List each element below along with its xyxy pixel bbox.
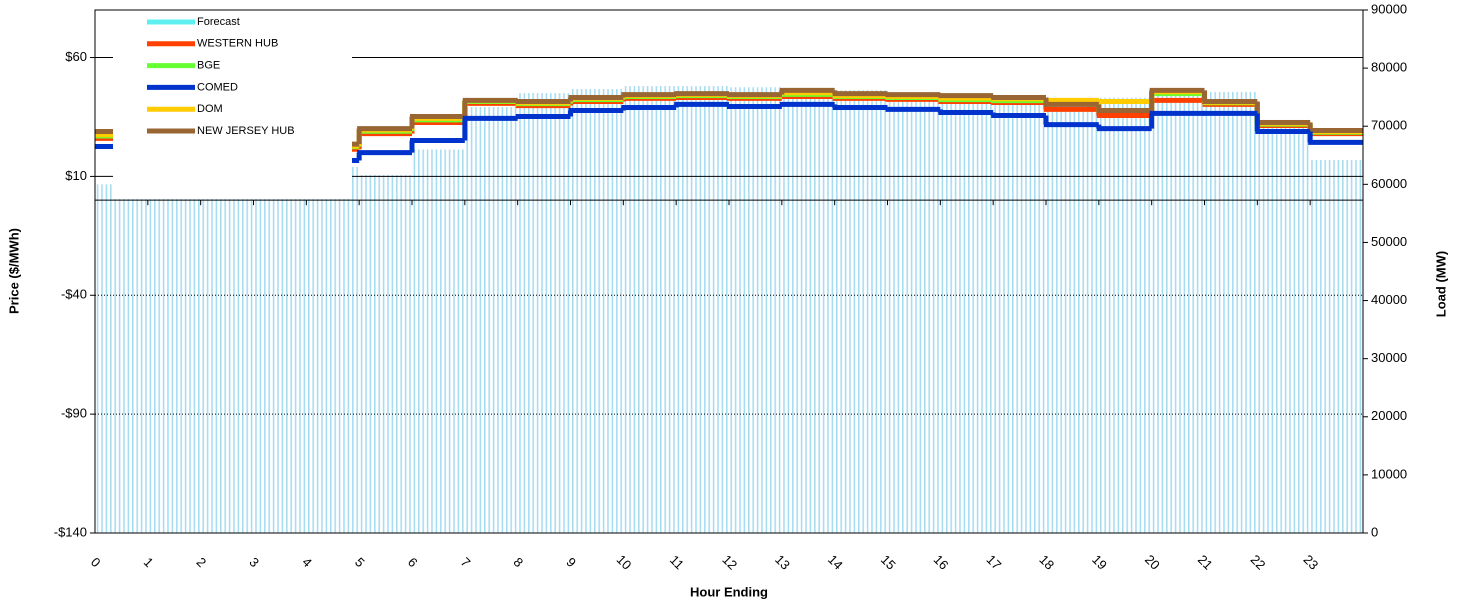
x-tick-label: 6 [405,554,421,570]
y2-tick-label: 40000 [1371,292,1407,307]
x-tick-label: 20 [1142,552,1163,573]
x-tick-label: 10 [614,552,635,573]
y2-tick-label: 70000 [1371,118,1407,133]
load-bar [1151,89,1205,533]
x-tick-label: 7 [458,554,474,570]
y-axis-title: Price ($/MWh) [6,228,21,314]
y2-axis-title: Load (MW) [1433,251,1448,317]
legend-label: BGE [197,60,220,72]
load-bar [887,93,941,534]
y2-tick-label: 30000 [1371,350,1407,365]
x-tick-label: 21 [1195,552,1216,573]
legend-label: DOM [197,103,223,115]
load-bar [306,166,360,533]
legend-label: NEW JERSEY HUB [197,125,295,137]
load-bar [570,89,624,533]
load-bar [729,87,782,533]
load-bar [517,93,571,534]
y2-tick-label: 50000 [1371,234,1407,249]
legend: Forecast WESTERN HUB BGE COMED DOM NEW JERSEY… [113,11,352,199]
y2-tick-label: 80000 [1371,60,1407,75]
y-tick-label: -$40 [61,287,87,302]
load-bar [253,166,307,533]
x-tick-label: 3 [246,554,262,570]
load-bar [781,87,835,533]
y2-tick-label: 90000 [1371,1,1407,16]
x-tick-label: 17 [983,552,1004,573]
x-tick-label: 4 [299,554,315,570]
load-bar [1046,100,1099,534]
load-bar [147,166,201,533]
plot-frame [94,9,1364,534]
x-tick-label: 13 [772,552,793,573]
y-tick-label: $10 [65,168,87,183]
x-tick-label: 15 [878,552,899,573]
load-bar [676,86,729,534]
x-tick-label: 1 [141,554,157,570]
load-bar [1257,119,1311,533]
load-bar [1098,97,1152,534]
load-bar [95,184,148,534]
load-bar [1310,159,1363,533]
y2-tick-label: 10000 [1371,466,1407,481]
legend-label: Forecast [197,16,240,28]
x-tick-label: 11 [667,552,687,572]
x-tick-label: 9 [563,554,579,570]
load-bar [412,149,465,533]
load-bar [359,175,412,533]
y2-tick-label: 60000 [1371,176,1407,191]
x-axis-title: Hour Ending [690,584,768,599]
y2-tick-label: 20000 [1371,408,1407,423]
y-tick-label: $60 [65,49,87,64]
y2-tick-label: 0 [1371,524,1378,539]
y-tick-label: -$140 [54,524,87,539]
load-bar [993,97,1046,534]
load-bar [940,94,994,533]
load-bar [1204,91,1258,533]
x-tick-label: 12 [719,552,740,573]
legend-label: WESTERN HUB [197,38,278,50]
x-tick-label: 0 [88,554,104,570]
x-tick-label: 16 [931,552,952,573]
x-tick-label: 18 [1036,552,1057,573]
load-bar [200,166,254,533]
x-tick-label: 14 [825,552,846,573]
legend-label: COMED [197,81,238,93]
x-tick-label: 23 [1300,552,1321,573]
load-bar [464,107,518,533]
y-tick-label: -$90 [61,406,87,421]
x-tick-label: 2 [194,554,210,570]
x-tick-label: 19 [1089,552,1110,573]
x-tick-label: 22 [1248,552,1269,573]
x-tick-label: 5 [352,554,368,570]
load-bar [834,90,888,534]
x-tick-label: 8 [511,554,527,570]
load-bar [623,86,677,534]
